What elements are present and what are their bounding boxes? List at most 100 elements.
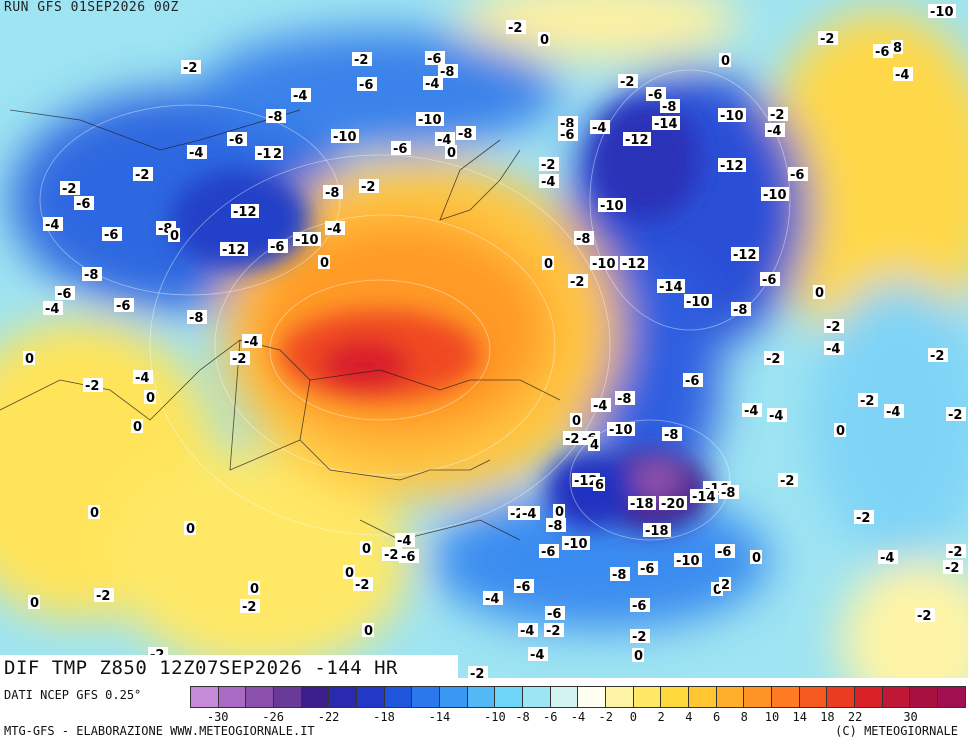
map-label-box: [618, 74, 638, 88]
map-label-box: [630, 629, 650, 643]
color-scale-tick: -14: [428, 710, 451, 724]
map-value-label: -4: [593, 399, 607, 414]
map-label-box: [359, 179, 379, 193]
map-value-label: 8: [893, 41, 902, 56]
map-label-box: [506, 20, 526, 34]
map-value-label: -6: [76, 197, 90, 212]
map-label-box: [646, 87, 666, 101]
map-value-label: 0: [713, 583, 722, 598]
map-label-box: [610, 567, 630, 581]
map-value-label: -8: [576, 232, 590, 247]
color-scale-tick: 10: [764, 710, 780, 724]
map-value-label: -2: [826, 320, 840, 335]
map-value-label: -4: [541, 175, 555, 190]
map-value-label: -4: [530, 648, 544, 663]
map-value-label: -2: [570, 275, 584, 290]
map-value-label: -6: [427, 52, 441, 67]
map-value-label: -2: [62, 182, 76, 197]
map-value-label: -10: [592, 257, 616, 272]
map-label-box: [607, 422, 635, 436]
map-value-label: 0: [30, 596, 39, 611]
map-label-box: [760, 272, 780, 286]
map-label-box: [362, 623, 374, 637]
color-scale-cell: [246, 687, 275, 707]
map-label-box: [928, 348, 948, 362]
map-value-label: -12: [222, 243, 246, 258]
map-value-label: -4: [826, 342, 840, 357]
map-value-label: -2: [96, 589, 110, 604]
map-label-box: [638, 561, 658, 575]
map-value-label: -4: [744, 404, 758, 419]
color-scale-tick: 30: [903, 710, 918, 724]
map-value-label: 0: [146, 391, 155, 406]
map-label-box: [674, 553, 702, 567]
map-value-label: -4: [886, 405, 900, 420]
map-value-label: -10: [676, 554, 700, 569]
color-scale-cell: [744, 687, 773, 707]
map-label-box: [558, 127, 578, 141]
map-value-label: 0: [447, 146, 456, 161]
map-value-label: -2: [860, 394, 874, 409]
map-value-label: -2: [355, 578, 369, 593]
map-value-label: -12: [233, 205, 257, 220]
map-value-label: -4: [769, 409, 783, 424]
map-value-label: -2: [242, 600, 256, 615]
map-value-label: -12: [574, 474, 598, 489]
color-scale-cell: [440, 687, 468, 707]
color-scale-tick: -18: [373, 710, 395, 724]
map-value-label: -2: [183, 61, 197, 76]
map-label-box: [731, 302, 751, 316]
map-value-label: -2: [508, 21, 522, 36]
data-source-label: DATI NCEP GFS 0.25°: [4, 688, 142, 702]
map-value-label: -6: [116, 299, 130, 314]
map-value-label: -4: [880, 551, 894, 566]
color-scale-cell: [910, 687, 939, 707]
map-label-box: [435, 132, 455, 146]
map-label-box: [520, 506, 540, 520]
map-label-box: [514, 579, 534, 593]
map-label-box: [915, 608, 935, 622]
map-label-box: [114, 298, 134, 312]
map-value-label: -6: [516, 580, 530, 595]
map-label-box: [824, 319, 844, 333]
map-label-box: [539, 157, 559, 171]
map-label-box: [102, 227, 122, 241]
elaboration-label: MTG-GFS - ELABORAZIONE WWW.METEOGIORNALE…: [4, 724, 315, 738]
map-value-label: -6: [57, 287, 71, 302]
map-value-label: 0: [836, 424, 845, 439]
color-scale-cell: [882, 687, 911, 707]
map-label-box: [570, 413, 582, 427]
map-label-box: [542, 256, 554, 270]
map-value-label: -12: [625, 133, 649, 148]
map-label-box: [268, 239, 288, 253]
map-value-label: -2: [945, 561, 959, 576]
map-value-label: -4: [45, 302, 59, 317]
color-scale: [190, 686, 966, 708]
map-label-box: [545, 606, 565, 620]
map-value-label: -6: [270, 240, 284, 255]
map-label-box: [715, 544, 735, 558]
map-value-label: -4: [520, 624, 534, 639]
color-scale-tick: 4: [685, 710, 693, 724]
map-value-label: -4: [522, 507, 536, 522]
map-value-label: -2: [780, 474, 794, 489]
map-label-box: [353, 577, 373, 591]
map-value-label: -12: [733, 248, 757, 263]
map-label-box: [266, 109, 286, 123]
map-value-label: -12: [622, 257, 646, 272]
map-value-label: -12: [720, 159, 744, 174]
map-value-label: 0: [25, 352, 34, 367]
map-value-label: 0: [250, 582, 259, 597]
map-value-label: -8: [189, 311, 203, 326]
map-label-box: [761, 187, 789, 201]
map-label-box: [574, 231, 594, 245]
map-value-label: 0: [634, 649, 643, 664]
map-label-box: [652, 116, 680, 130]
map-label-box: [325, 221, 345, 235]
map-value-label: -6: [547, 607, 561, 622]
map-value-label: -6: [640, 562, 654, 577]
map-label-box: [220, 242, 248, 256]
map-value-label: -6: [717, 545, 731, 560]
map-value-label: -4: [189, 146, 203, 161]
map-value-label: -2: [546, 624, 560, 639]
